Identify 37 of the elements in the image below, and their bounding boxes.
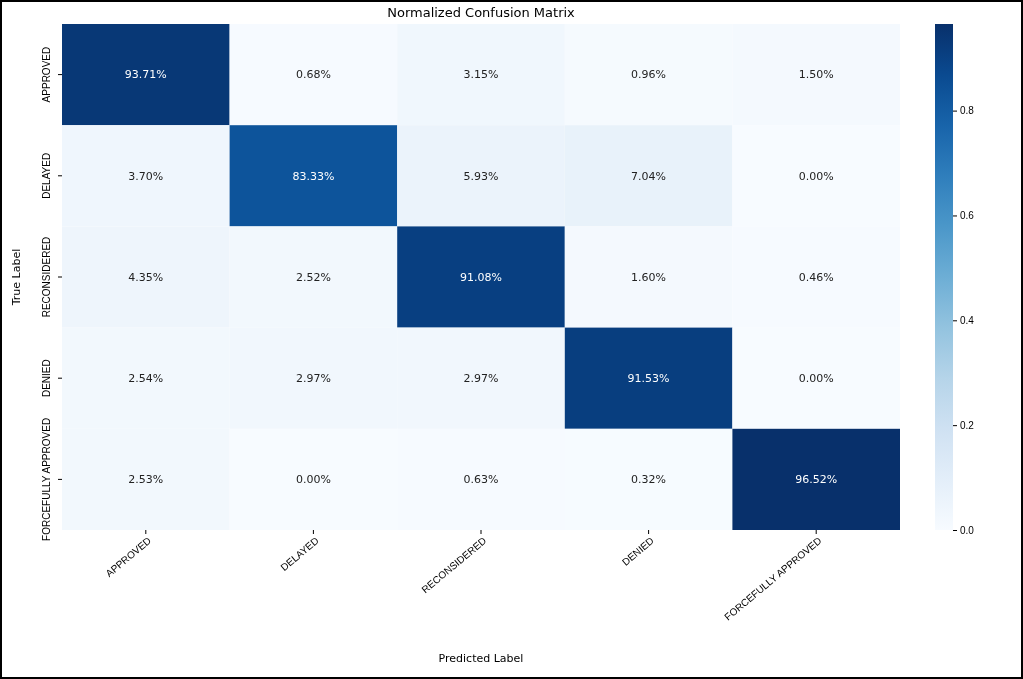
data-label: 91.53% [627,372,670,386]
color-bar-label: 0.6 [960,210,975,222]
data-label: 2.52% [295,270,331,284]
data-label: 96.52% [795,473,838,487]
data-label: 1.50% [798,68,834,82]
data-label: 2.97% [295,372,331,386]
y-tick-label: APPROVED [41,46,52,103]
y-tick-label: DENIED [41,359,52,398]
color-bar-label: 0.0 [960,524,975,536]
data-label: 1.60% [631,270,667,284]
chart-title: Normalized Confusion Matrix [387,5,576,20]
color-bar-label: 0.4 [960,315,975,326]
data-label: 0.00% [295,473,331,487]
data-label: 83.33% [292,169,335,183]
color-bar-label: 0.8 [960,105,975,117]
data-label: 5.93% [463,169,499,183]
y-tick-label: DELAYED [41,152,52,199]
data-label: 0.00% [798,372,834,386]
data-label: 2.97% [463,372,499,386]
data-label: 0.00% [798,169,834,183]
data-label: 0.32% [631,473,667,487]
x-axis-title: Predicted Label [438,652,524,665]
color-bar-label: 0.2 [960,419,975,431]
data-label: 0.96% [631,68,667,82]
data-label: 7.04% [631,169,667,183]
y-tick-label: RECONSIDERED [41,236,52,318]
data-label: 4.35% [128,270,164,284]
data-label: 91.08% [460,270,502,284]
data-label: 0.68% [295,68,331,82]
data-label: 2.54% [128,372,164,386]
data-label: 0.46% [798,270,834,284]
y-axis-title: True Label [10,248,23,307]
data-label: 3.15% [463,68,499,82]
data-label: 3.70% [128,169,164,183]
data-label: 2.53% [128,473,164,487]
data-label: 0.63% [463,473,499,487]
data-label: 93.71% [124,68,167,82]
